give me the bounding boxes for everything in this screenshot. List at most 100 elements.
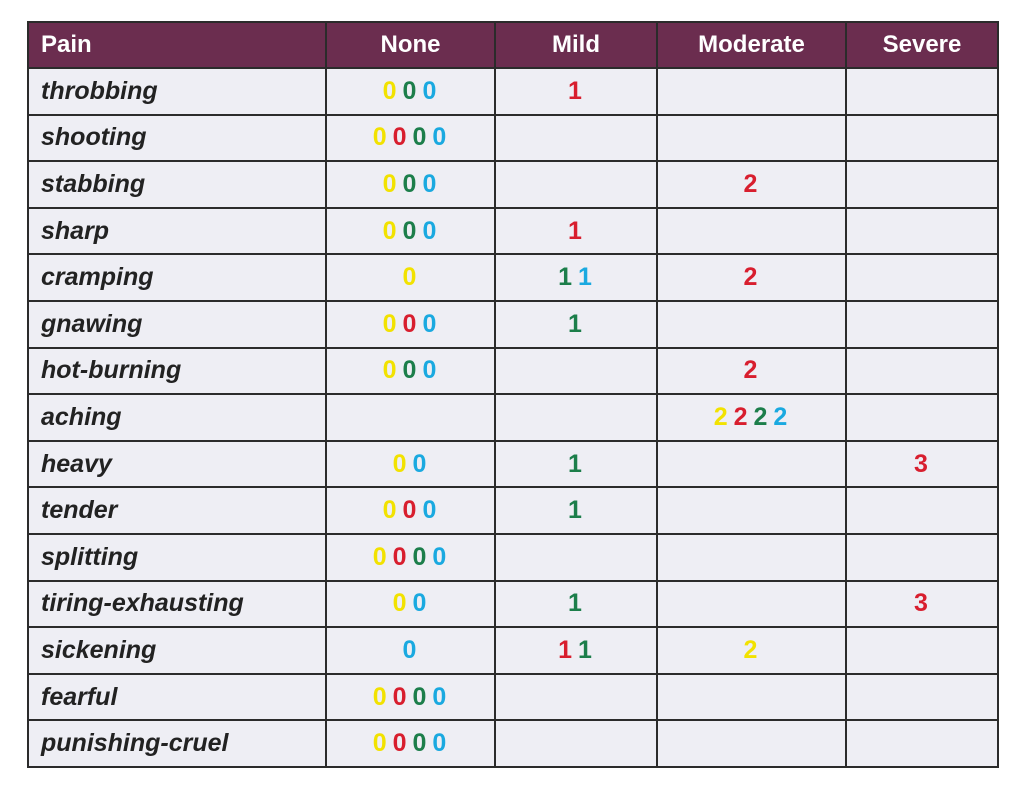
rating-mark-green: 0 [402, 169, 419, 198]
rating-mark-yellow: 0 [382, 216, 399, 245]
cell-severe [845, 206, 999, 256]
rating-mark-red: 0 [402, 496, 419, 525]
cell-moderate [656, 439, 847, 489]
table-row: aching 2 2 2 2 [27, 393, 999, 442]
rating-mark-blue: 2 [773, 402, 790, 431]
rating-mark-yellow: 0 [372, 123, 389, 152]
pain-descriptor: punishing-cruel [27, 719, 327, 768]
cell-none: 0 [325, 253, 496, 302]
cell-moderate: 2 [656, 346, 847, 396]
table-header-row: Pain None Mild Moderate Severe [27, 21, 999, 69]
pain-descriptor: heavy [27, 439, 327, 489]
pain-descriptor: hot-burning [27, 346, 327, 396]
cell-moderate [656, 672, 847, 722]
rating-mark-green: 1 [568, 449, 584, 478]
cell-mild [494, 113, 658, 163]
cell-severe [845, 672, 999, 722]
rating-mark-yellow: 0 [372, 542, 389, 571]
cell-mild: 1 [494, 579, 658, 629]
cell-mild [494, 393, 658, 442]
cell-severe: 3 [845, 439, 999, 489]
rating-mark-blue: 0 [412, 449, 429, 478]
rating-mark-yellow: 2 [713, 402, 730, 431]
rating-mark-green: 0 [412, 682, 429, 711]
cell-severe [845, 346, 999, 396]
cell-moderate [656, 299, 847, 349]
rating-mark-blue: 0 [422, 76, 439, 105]
cell-severe [845, 160, 999, 209]
rating-mark-yellow: 0 [392, 449, 409, 478]
cell-severe [845, 113, 999, 163]
rating-mark-yellow: 0 [382, 309, 399, 338]
cell-severe [845, 299, 999, 349]
rating-mark-blue: 0 [422, 496, 439, 525]
cell-severe [845, 626, 999, 675]
cell-moderate [656, 206, 847, 256]
table-row: tender 0 0 0 1 [27, 486, 999, 535]
rating-mark-green: 0 [412, 729, 429, 758]
rating-mark-green: 2 [753, 402, 770, 431]
rating-mark-blue: 0 [422, 309, 439, 338]
rating-mark-blue: 0 [422, 356, 439, 385]
pain-descriptor: sickening [27, 626, 327, 675]
cell-mild: 1 [494, 299, 658, 349]
rating-mark-blue: 0 [432, 729, 449, 758]
header-mild: Mild [494, 21, 658, 69]
cell-moderate: 2 [656, 626, 847, 675]
rating-mark-green: 0 [402, 356, 419, 385]
cell-moderate [656, 579, 847, 629]
rating-mark-yellow: 0 [402, 263, 419, 292]
pain-descriptor: gnawing [27, 299, 327, 349]
rating-mark-green: 0 [412, 123, 429, 152]
rating-mark-blue: 0 [412, 589, 429, 618]
pain-rating-table: Pain None Mild Moderate Severe throbbing… [27, 21, 999, 768]
cell-mild [494, 719, 658, 768]
rating-mark-blue: 0 [422, 216, 439, 245]
rating-mark-red: 0 [392, 542, 409, 571]
cell-moderate [656, 719, 847, 768]
cell-mild: 1 [494, 67, 658, 116]
rating-mark-red: 0 [402, 309, 419, 338]
rating-mark-green: 1 [558, 263, 574, 292]
rating-mark-red: 2 [743, 169, 760, 198]
pain-descriptor: shooting [27, 113, 327, 163]
rating-mark-green: 1 [568, 496, 584, 525]
table-row: sharp 0 0 0 1 [27, 206, 999, 256]
rating-mark-yellow: 0 [382, 496, 399, 525]
table-row: fearful 0 0 0 0 [27, 672, 999, 722]
pain-descriptor: tiring-exhausting [27, 579, 327, 629]
rating-mark-yellow: 0 [382, 169, 399, 198]
rating-mark-red: 2 [733, 402, 750, 431]
pain-descriptor: stabbing [27, 160, 327, 209]
cell-mild [494, 346, 658, 396]
cell-moderate: 2 [656, 253, 847, 302]
rating-mark-yellow: 0 [372, 729, 389, 758]
cell-severe [845, 532, 999, 582]
rating-mark-red: 0 [392, 123, 409, 152]
pain-descriptor: splitting [27, 532, 327, 582]
table-row: splitting 0 0 0 0 [27, 532, 999, 582]
rating-mark-green: 0 [402, 216, 419, 245]
rating-mark-blue: 0 [422, 169, 439, 198]
pain-descriptor: throbbing [27, 67, 327, 116]
table-body: throbbing 0 0 0 1 shooting 0 0 0 0 stabbing 0 0 0 2 sha… [27, 67, 999, 768]
cell-moderate [656, 532, 847, 582]
rating-mark-red: 1 [558, 635, 574, 664]
table-row: cramping 0 1 1 2 [27, 253, 999, 302]
cell-mild [494, 672, 658, 722]
pain-descriptor: sharp [27, 206, 327, 256]
table-row: tiring-exhausting 0 0 1 3 [27, 579, 999, 629]
cell-mild: 1 [494, 486, 658, 535]
rating-mark-green: 1 [568, 589, 584, 618]
table-row: punishing-cruel 0 0 0 0 [27, 719, 999, 768]
cell-moderate: 2 [656, 160, 847, 209]
